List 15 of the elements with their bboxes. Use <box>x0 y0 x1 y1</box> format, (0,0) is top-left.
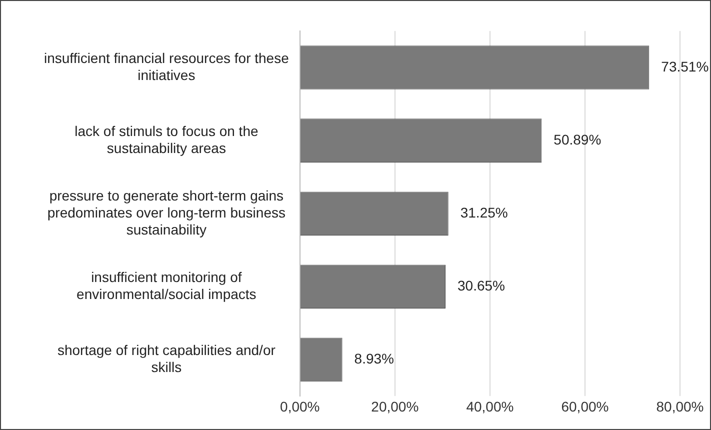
data-label: 50.89% <box>554 131 602 148</box>
y-tick-label: insufficient monitoring of environmental/social impacts <box>76 269 256 302</box>
y-tick-label: lack of stimuls to focus on the sustainability areas <box>74 123 258 156</box>
data-label: 8.93% <box>354 350 394 367</box>
x-tick-label: 20,00% <box>371 398 419 414</box>
data-label: 31.25% <box>460 204 508 220</box>
y-tick-label: insufficient financial resources for these initiatives <box>44 50 290 83</box>
x-tick-label: 60,00% <box>561 398 609 414</box>
data-label: 73.51% <box>661 58 709 74</box>
x-tick-label: 0,00% <box>280 398 320 414</box>
y-tick-label: pressure to generate short-term gains predominates over long-term business sustainability <box>47 188 286 238</box>
x-tick-label: 40,00% <box>466 398 514 414</box>
data-label: 30.65% <box>458 278 505 294</box>
x-tick-label: 80,00% <box>656 398 704 414</box>
y-tick-label: shortage of right capabilities and/or skills <box>57 342 276 375</box>
